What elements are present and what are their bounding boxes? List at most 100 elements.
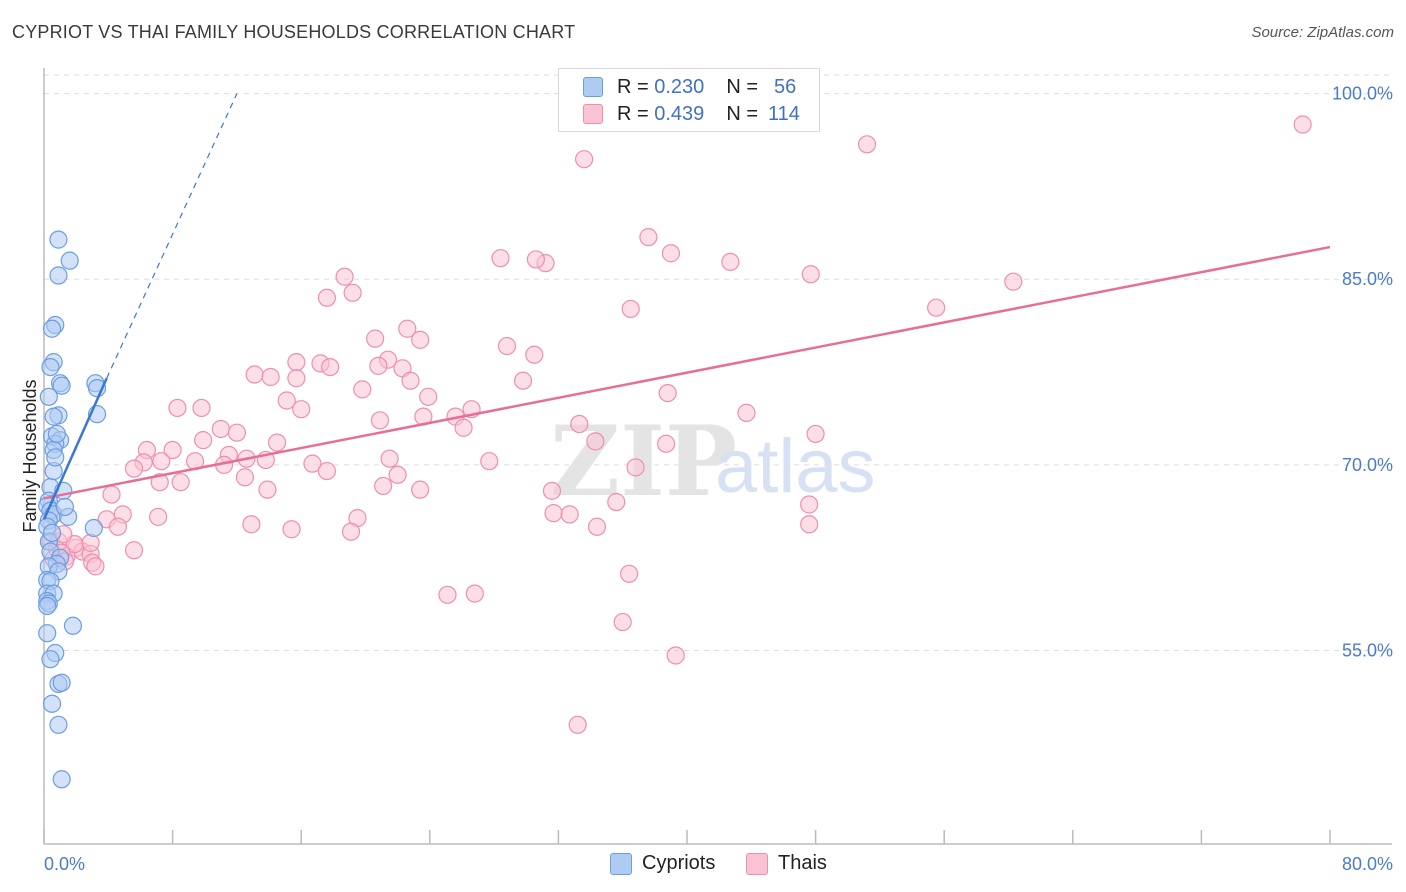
x-tick-label: 0.0%	[44, 854, 85, 874]
cypriots-point	[41, 650, 60, 669]
thais-point	[438, 585, 457, 604]
thais-point	[526, 250, 545, 269]
thais-point	[211, 419, 230, 439]
thais-point	[287, 353, 306, 372]
thais-point	[587, 517, 607, 536]
cypriots-point	[60, 251, 79, 270]
thais-point	[317, 461, 337, 481]
thais-point	[620, 564, 639, 583]
thais-point	[303, 454, 322, 473]
thais-point	[171, 473, 190, 492]
thais-point	[575, 150, 594, 169]
thais-point	[570, 414, 589, 434]
cypriots-point	[55, 497, 74, 517]
cypriots-point	[52, 770, 71, 789]
thais-point	[192, 398, 211, 418]
thais-point	[513, 371, 533, 390]
thais-point	[370, 411, 390, 430]
legend-row-cypriots: R = 0.230 N = 56	[583, 74, 796, 100]
y-tick-label: 70.0%	[1342, 455, 1393, 475]
thais-point	[150, 473, 169, 492]
cypriots-point	[49, 715, 68, 734]
thais-point	[102, 485, 121, 504]
thais-point	[292, 400, 311, 419]
cypriots-point	[39, 387, 58, 406]
thais-point	[108, 517, 128, 536]
thais-point	[613, 612, 632, 632]
cypriots-swatch	[583, 77, 603, 97]
y-tick-label: 55.0%	[1342, 641, 1393, 661]
thais-point	[258, 480, 277, 499]
cypriots-point	[84, 518, 103, 538]
thais-point	[721, 252, 740, 271]
thais-point	[242, 515, 261, 534]
legend-cypriots-r-value: 0.230	[654, 75, 705, 98]
thais-swatch	[583, 104, 603, 124]
thais-point	[639, 228, 658, 247]
thais-point	[560, 505, 579, 524]
bottom-legend-cypriots[interactable]: Cypriots	[610, 852, 715, 875]
cypriots-point	[42, 319, 62, 338]
thais-point	[657, 434, 676, 453]
thais-point	[401, 371, 420, 390]
thais-point	[388, 465, 407, 484]
thais-point	[366, 329, 385, 348]
thais-point	[497, 336, 517, 356]
thais-point	[737, 403, 756, 422]
trend-lines	[42, 93, 1331, 520]
legend-row-thais: R = 0.439 N = 114	[583, 101, 800, 127]
thais-point	[491, 249, 510, 268]
cypriots-point	[38, 624, 57, 643]
thais-point	[525, 345, 544, 364]
thais-point	[411, 480, 430, 499]
thais-point	[152, 452, 171, 471]
thais-point	[1293, 115, 1312, 134]
thais-point	[806, 424, 825, 444]
bottom-legend-thais[interactable]: Thais	[746, 852, 827, 875]
watermark-atlas: atlas	[715, 424, 876, 509]
thais-point	[568, 715, 587, 734]
thais-point	[124, 459, 144, 478]
thais-point	[245, 365, 264, 384]
thais-point	[398, 319, 417, 338]
legend-thais-n-label: N =	[726, 102, 758, 125]
thais-legend-swatch	[746, 852, 768, 875]
cypriots-point	[46, 448, 65, 467]
cypriots-point	[63, 616, 83, 635]
cypriots-trend-line	[42, 377, 108, 520]
y-tick-label: 85.0%	[1342, 269, 1393, 289]
cypriots-point	[42, 694, 62, 713]
thais-point	[454, 418, 473, 437]
thais-point	[149, 507, 168, 526]
thais-point	[86, 557, 105, 576]
thais-point	[586, 432, 605, 451]
cypriots-legend-label: Cypriots	[642, 852, 716, 874]
cypriots-point	[44, 407, 63, 426]
legend-cypriots-n-label: N =	[726, 75, 758, 98]
thais-point	[800, 515, 819, 534]
cypriots-point	[47, 424, 66, 444]
thais-point	[369, 356, 388, 375]
thais-point	[341, 522, 361, 541]
cypriots-trend-extension	[106, 93, 238, 379]
thais-point	[544, 504, 563, 523]
cypriots-point	[49, 266, 68, 285]
thais-point	[480, 452, 499, 471]
thais-point	[666, 646, 685, 665]
gridlines	[44, 74, 1392, 652]
legend-cypriots-n-value: 56	[774, 75, 797, 98]
thais-point	[353, 380, 372, 399]
thais-point	[801, 265, 820, 284]
thais-point	[1004, 272, 1023, 291]
thais-point	[163, 440, 182, 460]
thais-point	[261, 367, 280, 387]
watermark: ZIP atlas	[550, 405, 876, 518]
thais-point	[419, 387, 438, 406]
thais-point	[267, 433, 287, 452]
thais-point	[658, 383, 677, 403]
thais-point	[317, 288, 337, 307]
source-label: Source: ZipAtlas.com	[1251, 24, 1394, 41]
thais-point	[235, 468, 255, 487]
thais-point	[607, 492, 626, 512]
y-axis-label: Family Households	[20, 379, 40, 532]
